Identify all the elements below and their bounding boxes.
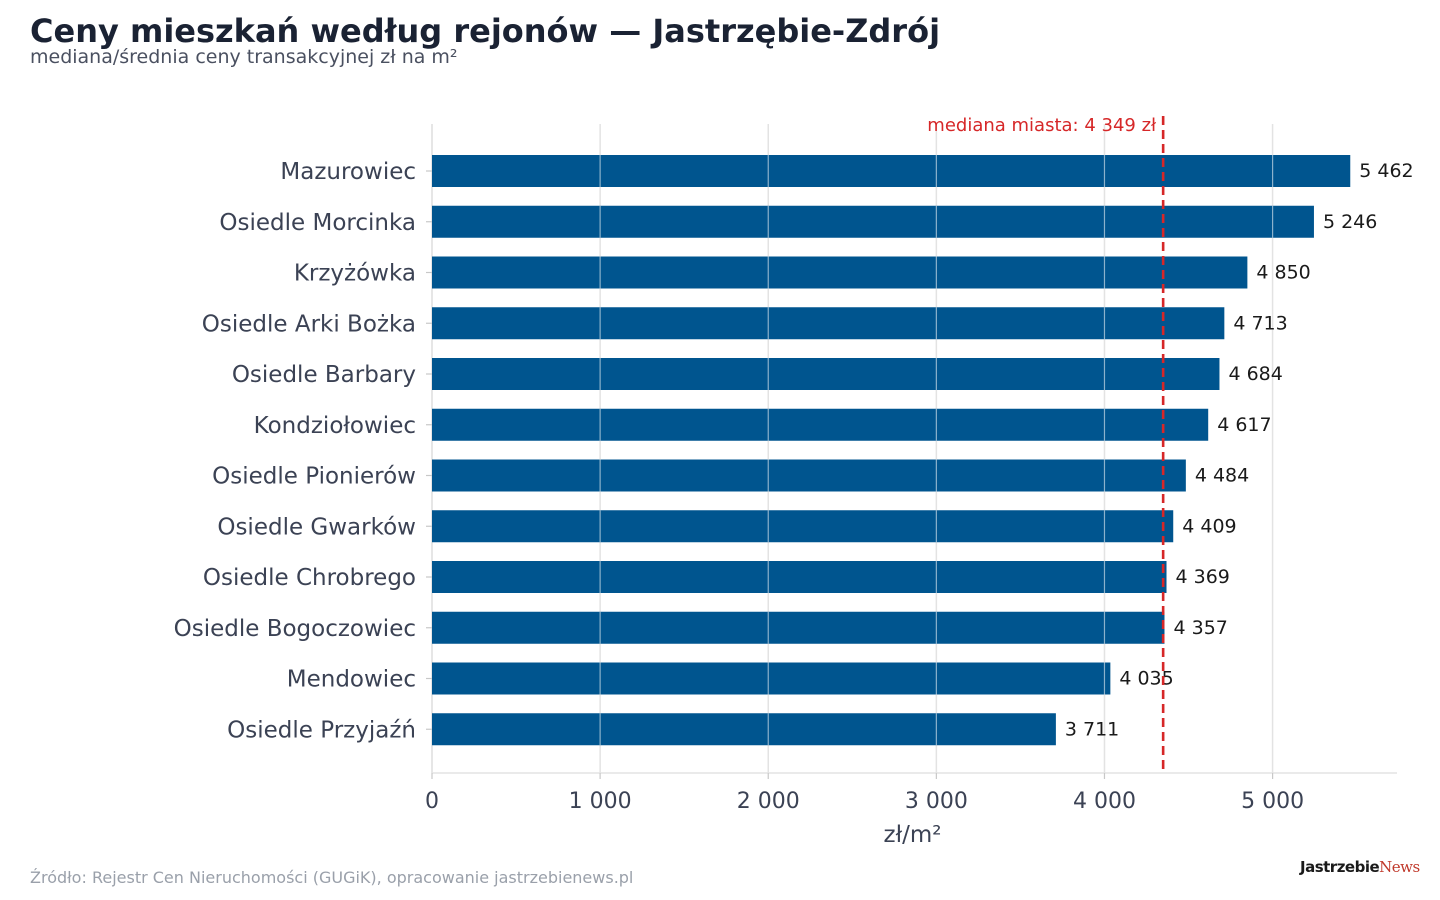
value-label: 4 357 <box>1173 617 1227 639</box>
chart-subtitle: mediana/średnia ceny transakcyjnej zł na… <box>30 46 458 68</box>
bar <box>432 510 1174 543</box>
category-label: Osiedle Gwarków <box>217 514 416 540</box>
value-label: 4 684 <box>1228 363 1282 385</box>
value-label: 4 713 <box>1233 312 1287 334</box>
chart-title: Ceny mieszkań według rejonów — Jastrzębi… <box>30 12 941 50</box>
bar <box>432 611 1165 644</box>
bar <box>432 561 1167 593</box>
category-label: Kondziołowiec <box>254 413 416 439</box>
bar <box>432 358 1220 390</box>
bar <box>432 155 1351 187</box>
category-label: Mazurowiec <box>280 159 416 185</box>
x-tick-label: 1 000 <box>569 789 632 814</box>
value-label: 4 369 <box>1176 566 1230 588</box>
value-label: 4 409 <box>1182 515 1236 537</box>
x-tick-label: 0 <box>425 789 439 814</box>
category-label: Krzyżówka <box>294 261 416 287</box>
value-label: 5 246 <box>1323 211 1377 233</box>
bar <box>432 256 1248 289</box>
value-label: 4 617 <box>1217 414 1271 436</box>
category-label: Osiedle Bogoczowiec <box>174 616 416 642</box>
value-label: 3 711 <box>1065 718 1119 740</box>
bar <box>432 662 1111 695</box>
jastrzebienews-logo: JastrzebieNews <box>1300 858 1420 876</box>
value-label: 4 035 <box>1119 668 1173 690</box>
bar <box>432 408 1209 441</box>
category-label: Osiedle Chrobrego <box>203 565 416 591</box>
category-label: Osiedle Arki Bożka <box>202 311 416 337</box>
category-label: Osiedle Morcinka <box>219 210 416 236</box>
value-label: 5 462 <box>1359 160 1413 182</box>
category-label: Osiedle Przyjaźń <box>227 717 416 743</box>
x-tick-label: 3 000 <box>905 789 968 814</box>
x-tick-label: 4 000 <box>1073 789 1136 814</box>
source-note: Źródło: Rejestr Cen Nieruchomości (GUGiK… <box>30 868 634 887</box>
bar <box>432 307 1225 340</box>
category-label: Osiedle Pionierów <box>212 464 416 490</box>
x-tick-label: 2 000 <box>737 789 800 814</box>
bar <box>432 713 1056 746</box>
value-label: 4 850 <box>1256 262 1310 284</box>
category-label: Mendowiec <box>287 667 416 693</box>
category-label: Osiedle Barbary <box>232 362 416 388</box>
x-axis-title: zł/m² <box>884 822 942 848</box>
bar <box>432 459 1186 492</box>
bar <box>432 205 1314 238</box>
value-label: 4 484 <box>1195 465 1249 487</box>
median-reference-label: mediana miasta: 4 349 zł <box>927 115 1157 136</box>
x-tick-label: 5 000 <box>1241 789 1304 814</box>
